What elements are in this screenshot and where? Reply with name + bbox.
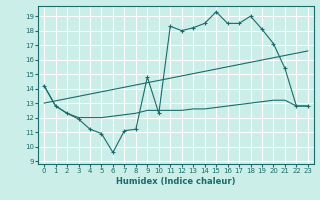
X-axis label: Humidex (Indice chaleur): Humidex (Indice chaleur)	[116, 177, 236, 186]
